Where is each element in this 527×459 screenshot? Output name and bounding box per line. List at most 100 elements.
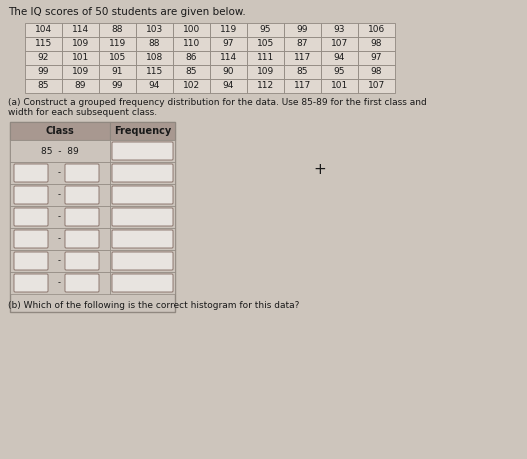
Text: The IQ scores of 50 students are given below.: The IQ scores of 50 students are given b… xyxy=(8,7,246,17)
FancyBboxPatch shape xyxy=(65,208,99,226)
FancyBboxPatch shape xyxy=(14,230,48,248)
Text: -: - xyxy=(57,257,61,265)
Text: -: - xyxy=(57,190,61,200)
Bar xyxy=(10,122,110,140)
Bar xyxy=(210,37,247,51)
Bar xyxy=(10,272,110,294)
Text: 108: 108 xyxy=(146,54,163,62)
Text: 104: 104 xyxy=(35,26,52,34)
Bar xyxy=(173,23,210,37)
Bar xyxy=(247,51,284,65)
Bar xyxy=(284,65,321,79)
Bar xyxy=(210,65,247,79)
Text: (a) Construct a grouped frequency distribution for the data. Use 85-89 for the f: (a) Construct a grouped frequency distri… xyxy=(8,98,427,107)
Text: +: + xyxy=(314,162,326,177)
Text: 85  -  89: 85 - 89 xyxy=(41,146,79,156)
Bar xyxy=(10,184,110,206)
Bar xyxy=(10,162,110,184)
Bar xyxy=(358,37,395,51)
Text: 95: 95 xyxy=(260,26,271,34)
Text: 107: 107 xyxy=(368,82,385,90)
Text: -: - xyxy=(57,213,61,222)
Text: 98: 98 xyxy=(371,67,382,77)
Bar xyxy=(247,79,284,93)
Text: 88: 88 xyxy=(112,26,123,34)
FancyBboxPatch shape xyxy=(112,252,173,270)
Text: 86: 86 xyxy=(186,54,197,62)
Text: 90: 90 xyxy=(223,67,234,77)
Bar xyxy=(358,79,395,93)
Text: 85: 85 xyxy=(297,67,308,77)
Bar xyxy=(62,79,99,93)
FancyBboxPatch shape xyxy=(65,274,99,292)
Bar xyxy=(321,37,358,51)
Bar xyxy=(62,37,99,51)
Text: -: - xyxy=(57,235,61,244)
Text: 99: 99 xyxy=(38,67,49,77)
FancyBboxPatch shape xyxy=(14,252,48,270)
Bar xyxy=(110,184,175,206)
Text: 98: 98 xyxy=(371,39,382,49)
Text: 99: 99 xyxy=(297,26,308,34)
Text: 91: 91 xyxy=(112,67,123,77)
Bar xyxy=(25,37,62,51)
Bar xyxy=(321,65,358,79)
Bar xyxy=(136,37,173,51)
Text: 101: 101 xyxy=(331,82,348,90)
FancyBboxPatch shape xyxy=(112,164,173,182)
Bar xyxy=(99,23,136,37)
Bar xyxy=(210,23,247,37)
Text: 115: 115 xyxy=(35,39,52,49)
Text: 107: 107 xyxy=(331,39,348,49)
FancyBboxPatch shape xyxy=(65,186,99,204)
FancyBboxPatch shape xyxy=(14,164,48,182)
Bar xyxy=(173,65,210,79)
Text: 85: 85 xyxy=(186,67,197,77)
Bar xyxy=(110,206,175,228)
Bar xyxy=(10,206,110,228)
FancyBboxPatch shape xyxy=(112,274,173,292)
Text: 117: 117 xyxy=(294,82,311,90)
Text: 94: 94 xyxy=(223,82,234,90)
Text: (b) Which of the following is the correct histogram for this data?: (b) Which of the following is the correc… xyxy=(8,301,299,310)
FancyBboxPatch shape xyxy=(14,208,48,226)
Text: 94: 94 xyxy=(149,82,160,90)
Bar xyxy=(173,79,210,93)
Text: 85: 85 xyxy=(38,82,49,90)
Text: 93: 93 xyxy=(334,26,345,34)
Text: 112: 112 xyxy=(257,82,274,90)
Bar xyxy=(25,51,62,65)
Text: width for each subsequent class.: width for each subsequent class. xyxy=(8,108,157,117)
Bar xyxy=(284,79,321,93)
Bar xyxy=(136,65,173,79)
Bar xyxy=(25,65,62,79)
Bar xyxy=(358,51,395,65)
Bar xyxy=(210,79,247,93)
Text: 110: 110 xyxy=(183,39,200,49)
Bar xyxy=(10,250,110,272)
Bar xyxy=(99,51,136,65)
Bar xyxy=(110,228,175,250)
Bar xyxy=(136,79,173,93)
Text: 88: 88 xyxy=(149,39,160,49)
Bar xyxy=(173,51,210,65)
Text: 87: 87 xyxy=(297,39,308,49)
Bar xyxy=(25,23,62,37)
Bar xyxy=(247,65,284,79)
FancyBboxPatch shape xyxy=(112,142,173,160)
Text: 97: 97 xyxy=(223,39,234,49)
Bar xyxy=(284,23,321,37)
Text: -: - xyxy=(57,279,61,287)
Text: 114: 114 xyxy=(72,26,89,34)
Bar xyxy=(10,140,110,162)
FancyBboxPatch shape xyxy=(14,186,48,204)
FancyBboxPatch shape xyxy=(112,186,173,204)
Bar xyxy=(10,228,110,250)
Text: 105: 105 xyxy=(109,54,126,62)
Bar xyxy=(99,79,136,93)
Bar xyxy=(110,250,175,272)
Bar xyxy=(247,23,284,37)
Text: 92: 92 xyxy=(38,54,49,62)
Bar xyxy=(210,51,247,65)
Bar xyxy=(110,272,175,294)
